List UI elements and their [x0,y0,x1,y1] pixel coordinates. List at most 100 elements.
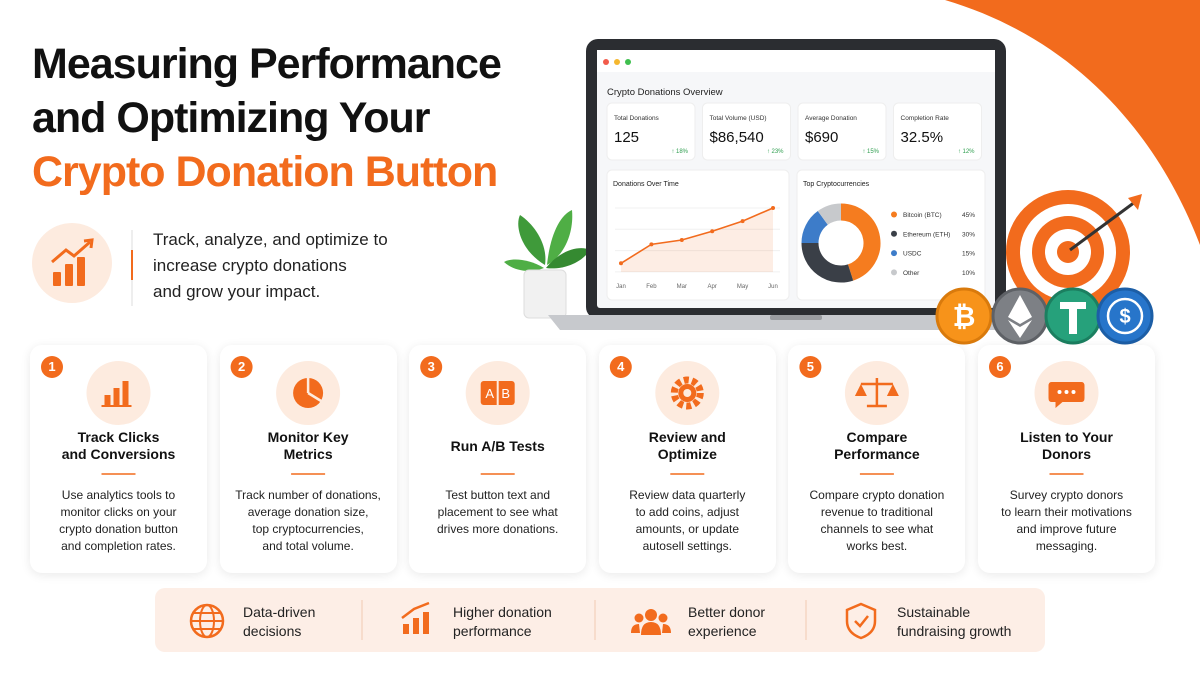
stat-card [702,102,791,161]
stat-value: 32.5% [901,129,944,146]
step-text: Track number of donations, average donati… [220,487,397,555]
benefit-text: fundraising growth [897,623,1012,639]
benefit-text: Sustainable [897,604,971,620]
step-title: Monitor Key Metrics [220,429,397,463]
step-card: Run A/B Tests Test button text and placeme… [409,345,587,573]
donut-segment [840,203,881,281]
step-text-line: placement to see what [437,505,558,519]
legend-label: Other [903,270,920,277]
corner-blob [945,0,1200,245]
step-title-line: Performance [834,446,920,462]
legend-swatch [891,211,897,218]
stat-card [893,102,982,161]
legend-swatch [891,230,897,237]
step-title-line: Run A/B Tests [450,438,545,454]
stat-label: Total Donations [614,115,660,122]
legend-value: 15% [962,251,975,258]
legend-value: 10% [962,270,975,277]
step-text-line: Use analytics tools to [61,488,176,502]
stat-value: $86,540 [710,129,764,146]
line-point [619,261,623,266]
step-text-line: and completion rates. [61,539,176,553]
x-tick-label: Feb [646,284,657,290]
step-number: 3 [427,359,435,374]
intro-icon-bars [53,257,85,286]
step-text-line: crypto donation button [59,522,178,536]
legend-value: 45% [962,212,975,219]
intro-icon [32,223,112,303]
step-title-line: and Conversions [61,446,176,462]
stat-label: Completion Rate [901,115,950,122]
step-text-line: to learn their motivations [1001,505,1132,519]
intro-line: increase crypto donations [153,256,347,275]
step-text: Survey crypto donors to learn their motiv… [978,487,1155,555]
legend-label: USDC [903,251,922,258]
stat-card [606,102,696,161]
step-number: 6 [996,359,1004,374]
benefit-dividers [361,600,807,640]
legend-label: Bitcoin (BTC) [903,212,942,219]
step-title-line: Monitor Key [267,429,349,445]
stat-change: ↑ 15% [862,149,879,155]
step-title-line: Listen to Your [1020,429,1113,445]
intro-line: and grow your impact. [153,282,321,301]
line-point [679,238,684,242]
stat-value: 125 [614,129,639,146]
line-point [710,229,715,234]
stat-change: ↑ 18% [671,149,688,155]
step-text-line: average donation size, [247,505,369,519]
benefit-text: decisions [243,623,302,639]
step-title: Run A/B Tests [409,438,586,455]
coins: ₿ $ [935,287,1154,345]
step-text-line: channels to see what [820,522,934,536]
step-title-line: Review and [648,429,726,445]
donut-panel [796,169,986,301]
step-card: Review and Optimize Review data quarterly t… [598,345,776,573]
line [620,207,774,264]
benefit-text: Data-driven [243,604,316,620]
step-card: Monitor Key Metrics Track number of donati… [219,345,397,573]
benefit-text: Higher donation [453,604,552,620]
chart-title: Donations Over Time [613,181,679,188]
donut-segment [801,211,829,244]
title-line: and Optimizing Your [32,94,430,142]
x-tick-label: Mar [677,284,687,290]
chart-title: Top Cryptocurrencies [803,181,870,188]
step-text-line: and total volume. [262,539,354,553]
target [1006,190,1142,314]
step-card: Listen to Your Donors Survey crypto donors… [978,345,1155,573]
svg-text:$: $ [1119,306,1130,328]
stat-card [797,102,887,161]
step-text-line: and improve future [1016,522,1117,536]
title-line: Measuring Performance [32,40,502,88]
step-card: Track Clicks and Conversions Use analytics… [30,345,207,573]
step-text-line: Review data quarterly [629,488,746,502]
step-text-line: autosell settings. [642,539,732,553]
step-title: Listen to Your Donors [978,429,1155,463]
x-tick-label: May [737,284,748,290]
legend-swatch [891,250,897,257]
step-card: Compare Performance Compare crypto donatio… [788,345,966,573]
stat-label: Average Donation [805,115,857,122]
intro-line: Track, analyze, and optimize to [153,230,388,249]
dashboard-title: Crypto Donations Overview [607,87,723,98]
step-text-line: monitor clicks on your [60,505,177,519]
stat-label: Total Volume (USD) [710,115,767,122]
step-text: Test button text and placement to see wha… [409,487,586,538]
benefit-text: performance [453,623,532,639]
legend-value: 30% [962,231,975,238]
laptop-base [548,315,1045,330]
x-tick-label: Jun [768,284,778,290]
step-text: Compare crypto donation revenue to tradit… [788,487,965,555]
plant [504,210,590,319]
step-title-line: Optimize [657,446,717,462]
svg-text:₿: ₿ [953,301,976,332]
stat-change: ↑ 12% [958,149,975,155]
step-title-line: Track Clicks [77,429,160,445]
step-text-line: Survey crypto donors [1009,488,1124,502]
step-title-line: Donors [1042,446,1091,462]
step-number: 4 [617,359,625,374]
legend-label: Ethereum (ETH) [903,231,950,238]
